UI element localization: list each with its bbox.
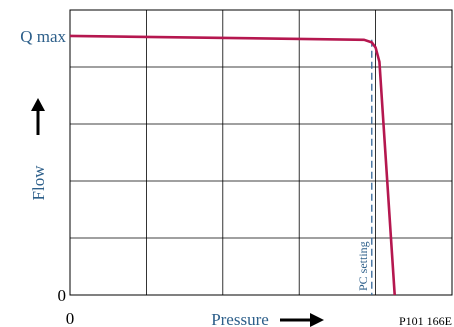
y-tick-label: 0 <box>58 286 67 305</box>
y-axis-arrow-icon <box>31 98 45 135</box>
pc-setting-label: PC setting <box>356 241 370 291</box>
y-tick-labels: Q max 0 <box>20 27 66 305</box>
x-axis-label: Pressure <box>211 310 269 327</box>
x-axis-arrow-icon <box>280 313 324 327</box>
x-tick-labels: 0 <box>66 309 75 327</box>
series-line-flow <box>69 34 396 296</box>
x-tick-label: 0 <box>66 309 75 327</box>
y-axis-label: Flow <box>29 165 48 201</box>
figure-code: P101 166E <box>399 314 452 327</box>
plot-frame <box>69 9 453 296</box>
y-tick-label: Q max <box>20 27 66 46</box>
grid-lines <box>70 10 452 295</box>
